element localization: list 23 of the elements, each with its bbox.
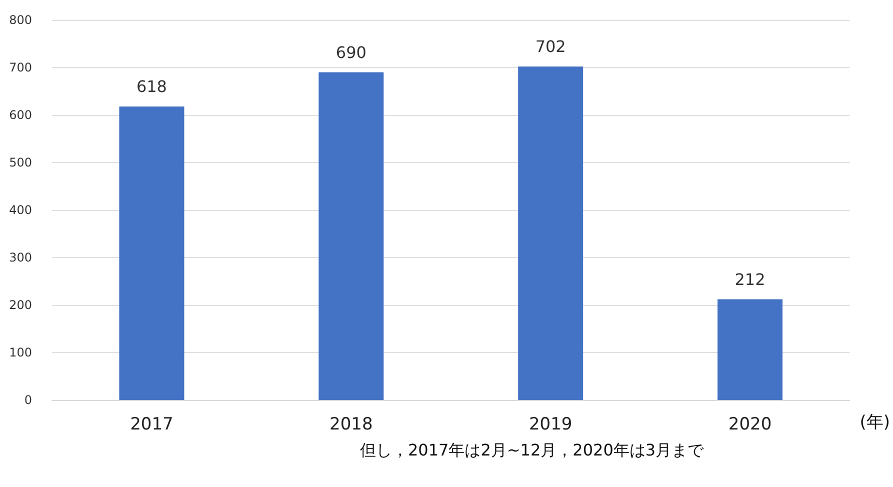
x-axis-title: (年): [860, 412, 890, 432]
y-tick-label: 200: [9, 298, 32, 312]
y-tick-label: 600: [9, 108, 32, 122]
bar: [718, 299, 783, 400]
text: 但し，2017年は2月~12月，2020年は3月まで: [360, 440, 705, 460]
x-tick-label: 2019: [528, 414, 572, 434]
x-tick-label: 2020: [728, 414, 772, 434]
y-tick-label: 500: [9, 156, 32, 170]
data-label: 690: [336, 42, 366, 62]
y-tick-label: 800: [9, 13, 32, 27]
bar: [119, 106, 184, 400]
bar: [318, 72, 384, 400]
x-tick-label: 2017: [130, 414, 174, 434]
y-tick-label: 300: [9, 250, 32, 264]
y-tick-label: 700: [9, 60, 32, 74]
x-tick-label: 2018: [330, 414, 373, 434]
bar: [518, 66, 584, 400]
y-tick-label: 0: [24, 393, 32, 407]
data-label: 618: [136, 76, 167, 96]
data-label: 702: [535, 37, 566, 56]
y-tick-label: 400: [9, 203, 32, 217]
y-tick-label: 100: [9, 346, 32, 360]
data-label: 212: [734, 270, 766, 289]
